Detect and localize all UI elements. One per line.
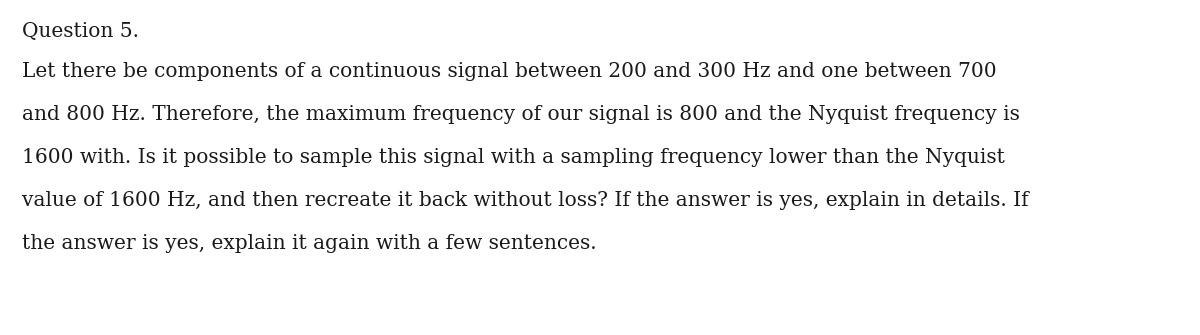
Text: the answer is yes, explain it again with a few sentences.: the answer is yes, explain it again with… bbox=[22, 234, 596, 253]
Text: Question 5.: Question 5. bbox=[22, 22, 139, 41]
Text: and 800 Hz. Therefore, the maximum frequency of our signal is 800 and the Nyquis: and 800 Hz. Therefore, the maximum frequ… bbox=[22, 105, 1020, 124]
Text: value of 1600 Hz, and then recreate it back without loss? If the answer is yes, : value of 1600 Hz, and then recreate it b… bbox=[22, 191, 1028, 210]
Text: Let there be components of a continuous signal between 200 and 300 Hz and one be: Let there be components of a continuous … bbox=[22, 62, 997, 81]
Text: 1600 with. Is it possible to sample this signal with a sampling frequency lower : 1600 with. Is it possible to sample this… bbox=[22, 148, 1004, 167]
